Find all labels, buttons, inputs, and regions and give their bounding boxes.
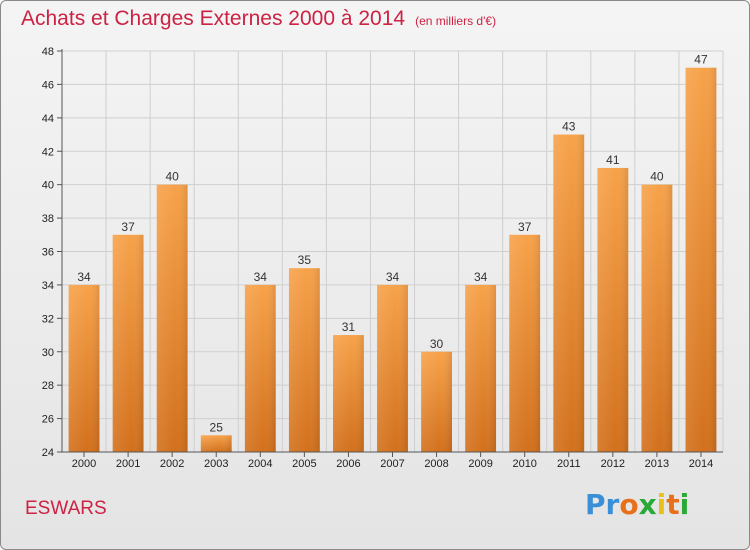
bar-value-label: 35 xyxy=(298,253,312,267)
bar-shade xyxy=(68,284,100,452)
bar-value-label: 34 xyxy=(386,270,400,284)
bar-value-label: 47 xyxy=(694,53,708,67)
x-tick-label: 2013 xyxy=(645,458,669,470)
bar-shade xyxy=(685,67,717,452)
y-tick-label: 48 xyxy=(42,46,54,58)
bar-value-label: 34 xyxy=(474,270,488,284)
x-tick-label: 2005 xyxy=(292,458,316,470)
bar-shade xyxy=(421,351,452,452)
y-tick-label: 36 xyxy=(42,247,54,259)
x-tick-label: 2007 xyxy=(380,458,404,470)
x-tick-label: 2006 xyxy=(336,458,360,470)
chart-title-text: Achats et Charges Externes 2000 à 2014 xyxy=(21,7,406,30)
bar-shade xyxy=(377,284,408,452)
x-tick-label: 2003 xyxy=(204,458,228,470)
bar-value-label: 34 xyxy=(77,270,91,284)
bar-value-label: 30 xyxy=(430,337,444,351)
y-tick-label: 40 xyxy=(42,180,54,192)
bars-layer xyxy=(68,67,717,453)
labels-layer: 34 37 40 25 34 35 31 34 30 34 37 43 41 40 47 xyxy=(77,53,708,435)
x-tick-label: 2000 xyxy=(72,458,96,470)
x-tick-label: 2010 xyxy=(512,458,536,470)
bar-shade xyxy=(333,335,364,452)
bar-shade xyxy=(509,234,541,452)
bar-shade xyxy=(288,268,320,452)
bar-value-label: 41 xyxy=(606,153,620,167)
axis-layer: 24 26 28 30 32 34 36 38 40 42 44 46 48 2000 2001 2002 20… xyxy=(42,46,723,470)
y-tick-label: 38 xyxy=(42,213,54,225)
y-tick-label: 30 xyxy=(42,347,54,359)
x-tick-label: 2002 xyxy=(160,458,184,470)
chart-title: Achats et Charges Externes 2000 à 2014 (e… xyxy=(21,7,496,31)
bar-value-label: 31 xyxy=(342,320,356,334)
y-tick-label: 34 xyxy=(42,280,54,292)
x-tick-label: 2008 xyxy=(424,458,448,470)
y-tick-label: 46 xyxy=(42,79,54,91)
bar-value-label: 40 xyxy=(650,170,664,184)
location-label: ESWARS xyxy=(25,498,107,519)
x-tick-label: 2011 xyxy=(557,458,581,470)
proxiti-logo[interactable]: Proxiti xyxy=(585,488,690,521)
bar-value-label: 37 xyxy=(518,220,532,234)
y-tick-label: 24 xyxy=(42,447,54,459)
x-tick-label: 2014 xyxy=(689,458,713,470)
bar-value-label: 43 xyxy=(562,120,576,134)
bar-value-label: 40 xyxy=(165,170,179,184)
chart-subtitle: (en milliers d'€) xyxy=(415,14,497,28)
bar-shade xyxy=(200,435,232,452)
bar-shade xyxy=(641,184,673,452)
bar-shade xyxy=(465,284,497,452)
bar-shade xyxy=(156,184,188,452)
bar-shade xyxy=(553,134,585,452)
bar-shade xyxy=(244,284,276,452)
bar-value-label: 37 xyxy=(121,220,135,234)
x-tick-label: 2009 xyxy=(468,458,492,470)
bar-shade xyxy=(112,234,144,452)
x-tick-label: 2001 xyxy=(116,458,140,470)
y-tick-label: 44 xyxy=(42,113,54,125)
y-tick-label: 28 xyxy=(42,380,54,392)
y-tick-label: 42 xyxy=(42,146,54,158)
y-tick-label: 26 xyxy=(42,414,54,426)
x-tick-label: 2012 xyxy=(601,458,625,470)
bar-value-label: 34 xyxy=(254,270,268,284)
y-tick-label: 32 xyxy=(42,313,54,325)
x-tick-label: 2004 xyxy=(248,458,272,470)
bar-value-label: 25 xyxy=(210,420,224,434)
bar-shade xyxy=(597,167,629,453)
